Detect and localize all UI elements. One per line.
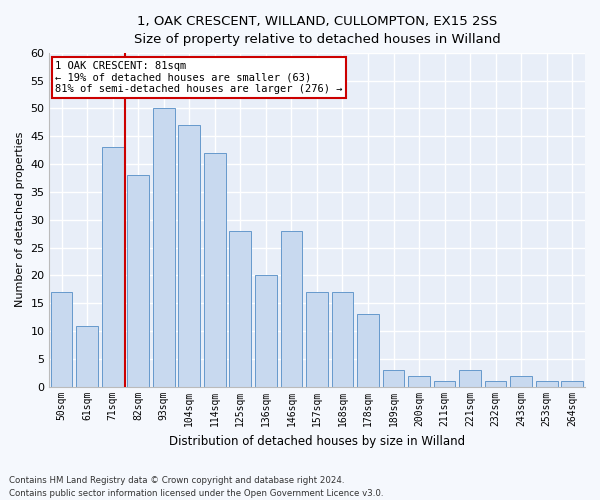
Bar	[357, 314, 379, 387]
Bar	[76, 326, 98, 387]
Bar	[434, 381, 455, 387]
Bar	[255, 276, 277, 387]
Bar	[51, 292, 73, 387]
Bar	[511, 376, 532, 387]
Bar	[332, 292, 353, 387]
Text: 1 OAK CRESCENT: 81sqm
← 19% of detached houses are smaller (63)
81% of semi-deta: 1 OAK CRESCENT: 81sqm ← 19% of detached …	[55, 61, 343, 94]
Title: 1, OAK CRESCENT, WILLAND, CULLOMPTON, EX15 2SS
Size of property relative to deta: 1, OAK CRESCENT, WILLAND, CULLOMPTON, EX…	[134, 15, 500, 46]
Bar	[281, 231, 302, 387]
Bar	[102, 148, 124, 387]
Bar	[153, 108, 175, 387]
Bar	[306, 292, 328, 387]
X-axis label: Distribution of detached houses by size in Willand: Distribution of detached houses by size …	[169, 434, 465, 448]
Text: Contains HM Land Registry data © Crown copyright and database right 2024.
Contai: Contains HM Land Registry data © Crown c…	[9, 476, 383, 498]
Bar	[459, 370, 481, 387]
Bar	[485, 381, 506, 387]
Bar	[408, 376, 430, 387]
Bar	[383, 370, 404, 387]
Bar	[178, 125, 200, 387]
Y-axis label: Number of detached properties: Number of detached properties	[15, 132, 25, 308]
Bar	[536, 381, 557, 387]
Bar	[204, 153, 226, 387]
Bar	[229, 231, 251, 387]
Bar	[562, 381, 583, 387]
Bar	[127, 175, 149, 387]
